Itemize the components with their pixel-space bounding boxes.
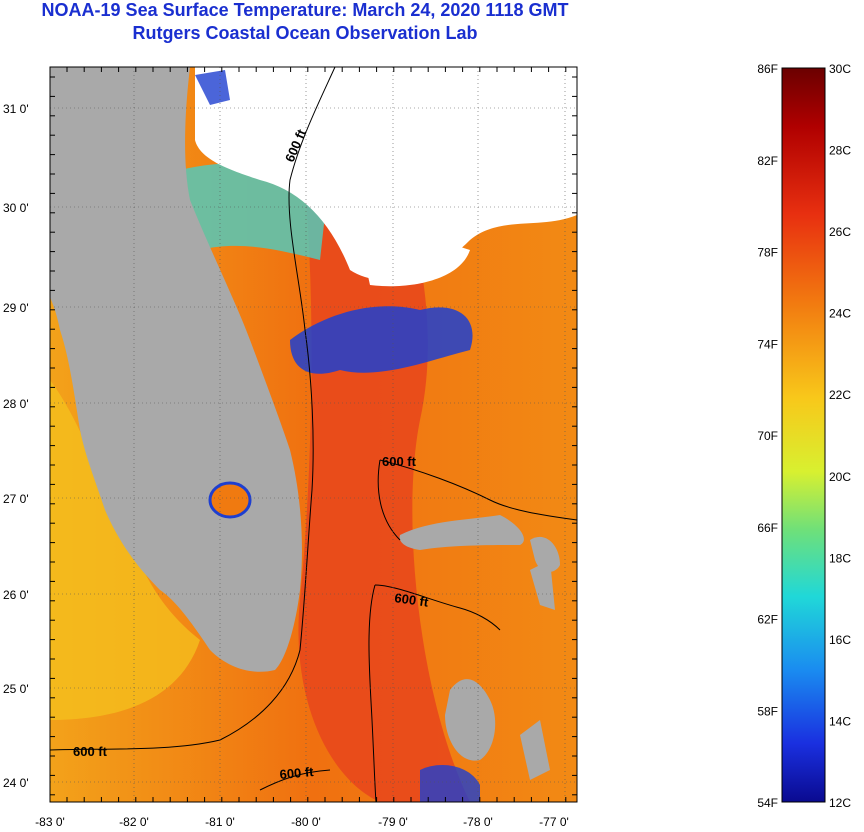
lat-label: 29 0'	[3, 301, 29, 315]
lake-okeechobee	[208, 481, 252, 519]
gulf-stream-warm	[298, 140, 470, 802]
map-frame	[49, 66, 578, 803]
lat-label: 27 0'	[3, 492, 29, 506]
colorbar-f-label: 54F	[757, 796, 778, 810]
cloud-patch	[360, 235, 470, 287]
lat-label: 24 0'	[3, 776, 29, 790]
colorbar-c-label: 12C	[829, 796, 851, 810]
lat-label: 31 0'	[3, 102, 29, 116]
gulf-cool-water	[50, 380, 200, 720]
temperature-colorbar: 86F 82F 78F 74F 70F 66F 62F 58F 54F 30C 28C 26C 24C…	[757, 62, 851, 810]
cloud-cover	[195, 67, 577, 280]
lon-label: -77 0'	[539, 815, 569, 829]
colorbar-f-label: 58F	[757, 704, 778, 718]
chart-title: NOAA-19 Sea Surface Temperature: March 2…	[41, 0, 569, 20]
colorbar-c-label: 28C	[829, 144, 851, 158]
contour-600ft-south	[259, 769, 331, 791]
cold-patch-south	[420, 765, 480, 802]
chart-subtitle: Rutgers Coastal Ocean Observation Lab	[132, 23, 478, 43]
colorbar-f-label: 82F	[757, 154, 778, 168]
colorbar-c-label: 22C	[829, 388, 851, 402]
colorbar-f-label: 66F	[757, 521, 778, 535]
contour-label-bahama: 600 ft	[382, 454, 417, 469]
contour-600ft-andros-west	[368, 584, 377, 803]
contour-label-gulf: 600 ft	[73, 744, 108, 759]
lat-label: 26 0'	[3, 588, 29, 602]
colorbar-gradient	[781, 67, 826, 803]
colorbar-c-label: 26C	[829, 225, 851, 239]
contour-600ft-andros-north	[374, 584, 501, 631]
colorbar-f-label: 86F	[757, 62, 778, 76]
contour-600ft-shelf	[49, 66, 336, 751]
colorbar-c-label: 18C	[829, 551, 851, 565]
colorbar-f-label: 70F	[757, 429, 778, 443]
cold-patch-north	[195, 70, 230, 105]
colorbar-c-label: 20C	[829, 470, 851, 484]
colorbar-f-label: 74F	[757, 337, 778, 351]
abaco-island	[530, 536, 560, 572]
colorbar-c-label: 14C	[829, 714, 851, 728]
contour-600ft-bahama-west	[377, 459, 401, 541]
lat-label: 30 0'	[3, 201, 29, 215]
contour-label-andros: 600 ft	[394, 590, 430, 610]
colorbar-f-label: 78F	[757, 246, 778, 260]
colorbar-c-label: 24C	[829, 307, 851, 321]
contour-label-south: 600 ft	[279, 764, 315, 782]
eleuthera-island	[530, 560, 555, 610]
andros-island	[445, 679, 496, 761]
lat-label: 25 0'	[3, 682, 29, 696]
lon-label: -78 0'	[463, 815, 493, 829]
isobath-contours	[49, 66, 578, 803]
colorbar-c-label: 30C	[829, 62, 851, 76]
florida-landmass	[50, 67, 302, 672]
colorbar-c-label: 16C	[829, 633, 851, 647]
map-layers	[50, 67, 577, 802]
lon-label: -81 0'	[205, 815, 235, 829]
cold-cloud-edge	[290, 306, 473, 374]
lon-label: -82 0'	[119, 815, 149, 829]
exuma-island	[520, 720, 550, 780]
lon-label: -79 0'	[378, 815, 408, 829]
lon-label: -80 0'	[291, 815, 321, 829]
axis-ticks	[50, 67, 577, 802]
contour-600ft-bahama-north	[379, 459, 578, 521]
lat-label: 28 0'	[3, 397, 29, 411]
grand-bahama	[399, 515, 524, 550]
lon-label: -83 0'	[35, 815, 65, 829]
colorbar-f-label: 62F	[757, 613, 778, 627]
